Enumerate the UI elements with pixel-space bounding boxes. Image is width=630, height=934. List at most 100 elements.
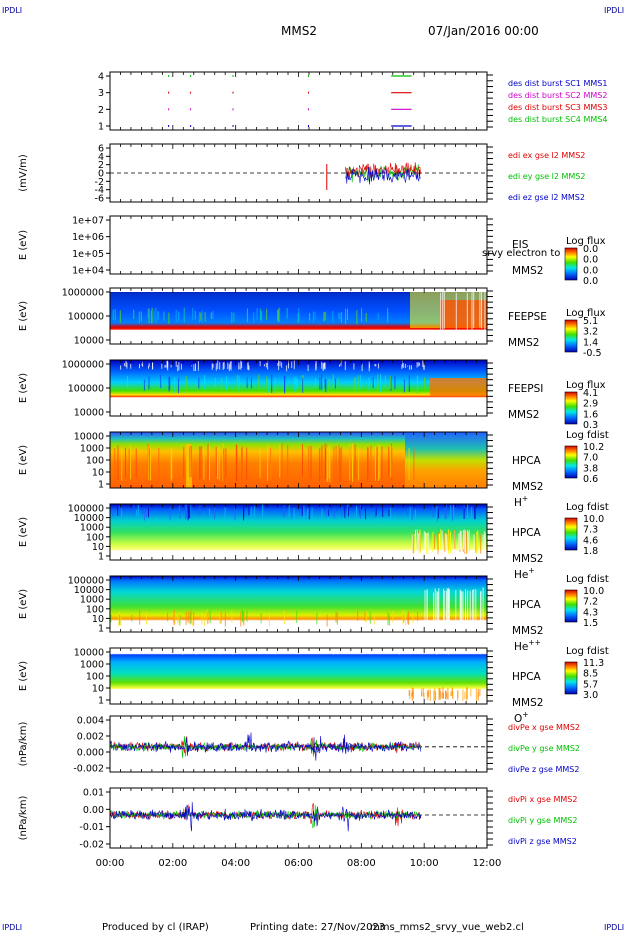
spectro-streak <box>475 688 477 701</box>
colorbar-tick: 7.3 <box>583 525 598 536</box>
spectro-streak <box>235 444 237 482</box>
y-tick-label: 0.01 <box>83 788 104 799</box>
spectro-streak <box>323 312 325 322</box>
colorbar-tick: 5.7 <box>583 679 598 690</box>
spectro-streak <box>189 505 191 518</box>
spectro-streak <box>271 375 273 393</box>
spectro-streak <box>369 611 371 624</box>
spectro-streak <box>384 375 386 389</box>
spectro-streak <box>298 308 300 322</box>
spectro-streak <box>279 307 281 323</box>
spectro-streak <box>284 376 285 393</box>
spectro-streak <box>469 590 471 624</box>
spectro-streak <box>347 308 348 320</box>
spectro-streak <box>158 448 160 483</box>
spectro-streak <box>223 361 225 369</box>
spectro-streak <box>308 446 310 482</box>
spectro-streak <box>356 651 358 653</box>
spectro-streak <box>189 446 191 478</box>
spectro-streak <box>206 609 208 622</box>
spectro-streak <box>250 507 252 516</box>
hpca-h-stripe <box>186 444 192 488</box>
spectro-streak <box>339 364 340 367</box>
spectro-streak <box>247 362 249 370</box>
spectro-streak <box>211 363 213 370</box>
spectro-streak <box>389 375 391 390</box>
spectro-streak <box>484 531 486 555</box>
y-tick-label: 100000 <box>68 384 104 395</box>
spectro-streak <box>442 288 444 332</box>
y-tick-label: 10000 <box>74 513 104 524</box>
spectro-streak <box>267 648 269 654</box>
legend-entry: divPe z gse MMS2 <box>508 765 579 774</box>
y-tick-label: 1e+07 <box>72 216 104 227</box>
colorbar-title: Log fdist <box>566 646 609 657</box>
series-trace <box>110 732 422 761</box>
spectro-streak <box>353 363 355 370</box>
footer-produced-by: Produced by cl (IRAP) <box>102 922 209 933</box>
spectro-streak <box>382 507 384 517</box>
spectro-streak <box>357 610 359 621</box>
spectro-streak <box>373 614 375 625</box>
spectro-streak <box>138 311 140 324</box>
species-name: H <box>514 497 522 509</box>
spectro-streak <box>218 446 220 481</box>
spectro-streak <box>473 290 475 329</box>
spectro-streak <box>131 614 133 622</box>
colorbar-tick: 0.3 <box>583 420 598 431</box>
y-tick-label: 0.004 <box>77 716 104 727</box>
spectro-streak <box>141 361 143 366</box>
burst-marker <box>232 75 234 77</box>
spectro-streak <box>441 530 443 552</box>
spectro-streak <box>214 504 216 520</box>
spectro-streak <box>265 362 267 368</box>
spectro-streak <box>412 531 414 554</box>
spacecraft-label: MMS2 <box>512 481 543 493</box>
instrument-label: FEEPSE <box>508 311 547 323</box>
y-axis-title: E (eV) <box>18 589 29 619</box>
spectro-streak <box>444 505 446 520</box>
time-tick-label: 08:00 <box>347 858 376 869</box>
spectro-streak <box>268 611 270 626</box>
spectro-streak <box>148 507 149 518</box>
spectro-streak <box>192 308 194 321</box>
series-trace <box>345 166 421 185</box>
spectro-streak <box>309 312 311 321</box>
spectro-streak <box>432 531 434 553</box>
spectro-streak <box>436 591 438 626</box>
spectro-streak <box>464 691 466 700</box>
spectro-streak <box>281 362 283 368</box>
burst-marker <box>190 125 192 127</box>
colorbar-title: Log flux <box>566 236 606 247</box>
spectro-streak <box>201 612 203 625</box>
colorbar-tick: 1.5 <box>583 618 598 629</box>
spectro-streak <box>148 376 150 390</box>
spectro-streak <box>332 310 334 323</box>
spectro-streak <box>187 651 189 654</box>
spectro-streak <box>471 507 473 520</box>
species-charge: ++ <box>528 638 541 647</box>
spectro-streak <box>133 309 135 319</box>
y-tick-label: -0.01 <box>79 822 104 833</box>
colorbar-tick: 0.0 <box>583 255 598 266</box>
spectro-streak <box>223 448 225 482</box>
spectro-streak <box>472 590 474 623</box>
spectro-streak <box>412 612 414 624</box>
spectro-streak <box>436 650 438 655</box>
panel-frame-divpe <box>109 715 488 773</box>
spectro-streak <box>149 448 150 480</box>
spectro-streak <box>433 690 435 702</box>
spectro-streak <box>380 374 381 392</box>
spectro-streak <box>197 361 199 371</box>
colorbar <box>564 517 578 551</box>
spectro-streak <box>267 360 269 370</box>
spectro-streak <box>375 508 377 516</box>
spectro-streak <box>392 610 394 623</box>
legend-entry: edi ez gse l2 MMS2 <box>508 193 585 202</box>
spectro-streak <box>150 310 152 324</box>
spectro-streak <box>296 610 298 623</box>
spectro-streak <box>462 591 464 622</box>
spectro-streak <box>450 691 452 696</box>
spectro-streak <box>394 376 396 390</box>
spectro-streak <box>145 611 147 625</box>
